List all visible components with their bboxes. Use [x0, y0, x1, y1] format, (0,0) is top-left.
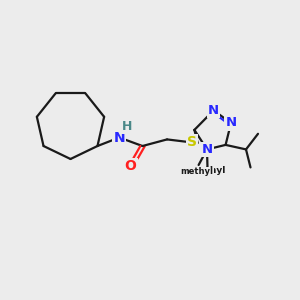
Text: methyl: methyl — [181, 167, 214, 176]
Text: H: H — [122, 120, 133, 133]
Text: methyl: methyl — [190, 167, 225, 176]
Text: N: N — [225, 116, 237, 130]
Text: N: N — [113, 130, 125, 145]
Text: O: O — [124, 159, 136, 173]
Text: S: S — [187, 135, 197, 149]
Text: N: N — [201, 143, 213, 156]
Text: N: N — [208, 104, 219, 117]
